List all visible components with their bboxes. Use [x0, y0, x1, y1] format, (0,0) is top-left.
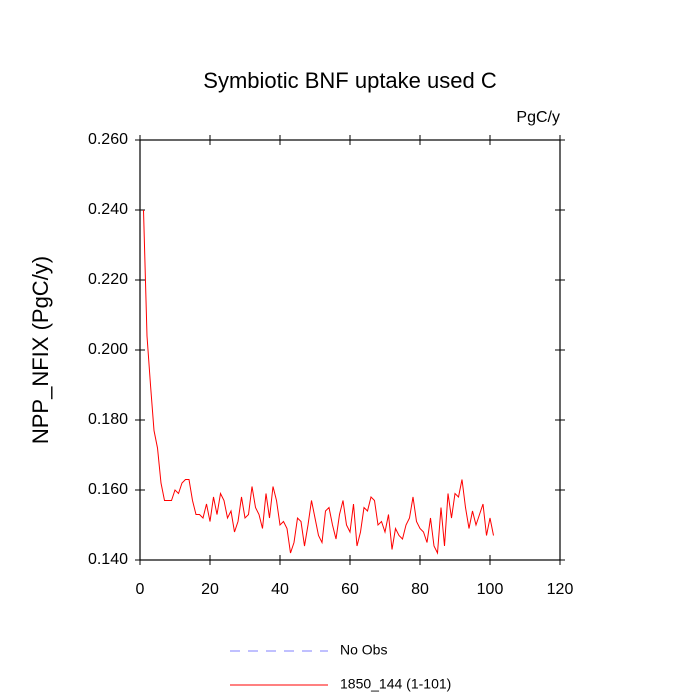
- x-tick-label: 20: [201, 581, 219, 598]
- y-tick-label: 0.260: [88, 131, 128, 148]
- y-tick-label: 0.200: [88, 341, 128, 358]
- x-tick-label: 80: [411, 581, 429, 598]
- y-tick-label: 0.140: [88, 551, 128, 568]
- chart-title: Symbiotic BNF uptake used C: [203, 68, 497, 93]
- x-tick-label: 40: [271, 581, 289, 598]
- x-tick-label: 100: [477, 581, 504, 598]
- x-tick-label: 0: [136, 581, 145, 598]
- units-label: PgC/y: [516, 109, 560, 126]
- legend-label: No Obs: [340, 642, 387, 658]
- y-tick-label: 0.180: [88, 411, 128, 428]
- plot-frame: [139, 139, 561, 561]
- y-tick-label: 0.220: [88, 271, 128, 288]
- legend-label: 1850_144 (1-101): [340, 676, 451, 692]
- y-axis-label: NPP_NFIX (PgC/y): [28, 256, 53, 444]
- data-line: [143, 209, 494, 555]
- x-tick-label: 60: [341, 581, 359, 598]
- y-tick-label: 0.240: [88, 201, 128, 218]
- x-tick-label: 120: [547, 581, 574, 598]
- y-tick-label: 0.160: [88, 481, 128, 498]
